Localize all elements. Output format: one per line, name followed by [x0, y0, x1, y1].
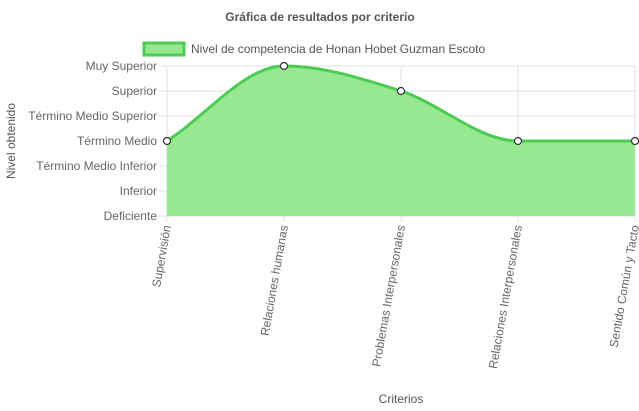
- legend-label: Nivel de competencia de Honan Hobet Guzm…: [191, 42, 485, 56]
- y-tick-label: Término Medio Superior: [28, 109, 157, 123]
- x-tick-label: Problemas Interpersonales: [369, 224, 408, 368]
- y-tick-label: Término Medio Inferior: [36, 159, 157, 173]
- x-tick-label: Relaciones Interpersonales: [486, 224, 525, 370]
- y-tick-label: Deficiente: [104, 209, 158, 223]
- x-tick-labels: Supervisión Relaciones humanas Problemas I…: [149, 224, 639, 370]
- x-tick-label: Relaciones humanas: [258, 224, 291, 337]
- series-area: [167, 66, 635, 216]
- data-point: [162, 136, 172, 146]
- data-point: [630, 136, 639, 146]
- x-tick-label: Supervisión: [149, 224, 174, 288]
- y-tick-label: Superior: [112, 84, 157, 98]
- legend-swatch: [142, 41, 186, 57]
- data-point: [513, 136, 523, 146]
- x-axis-label: Criterios: [379, 392, 424, 406]
- data-point: [279, 61, 289, 71]
- chart-title: Gráfica de resultados por criterio: [225, 10, 414, 24]
- y-tick-label: Inferior: [120, 184, 157, 198]
- y-axis-label: Nivel obtenido: [4, 103, 18, 179]
- legend[interactable]: Nivel de competencia de Honan Hobet Guzm…: [142, 41, 485, 57]
- data-point: [396, 86, 406, 96]
- y-tick-label: Muy Superior: [86, 59, 157, 73]
- x-tick-label: Sentido Común y Tacto: [607, 224, 639, 349]
- data-points: [162, 61, 639, 146]
- y-tick-label: Término Medio: [77, 134, 157, 148]
- y-tick-labels: Deficiente Inferior Término Medio Inferior…: [28, 59, 157, 223]
